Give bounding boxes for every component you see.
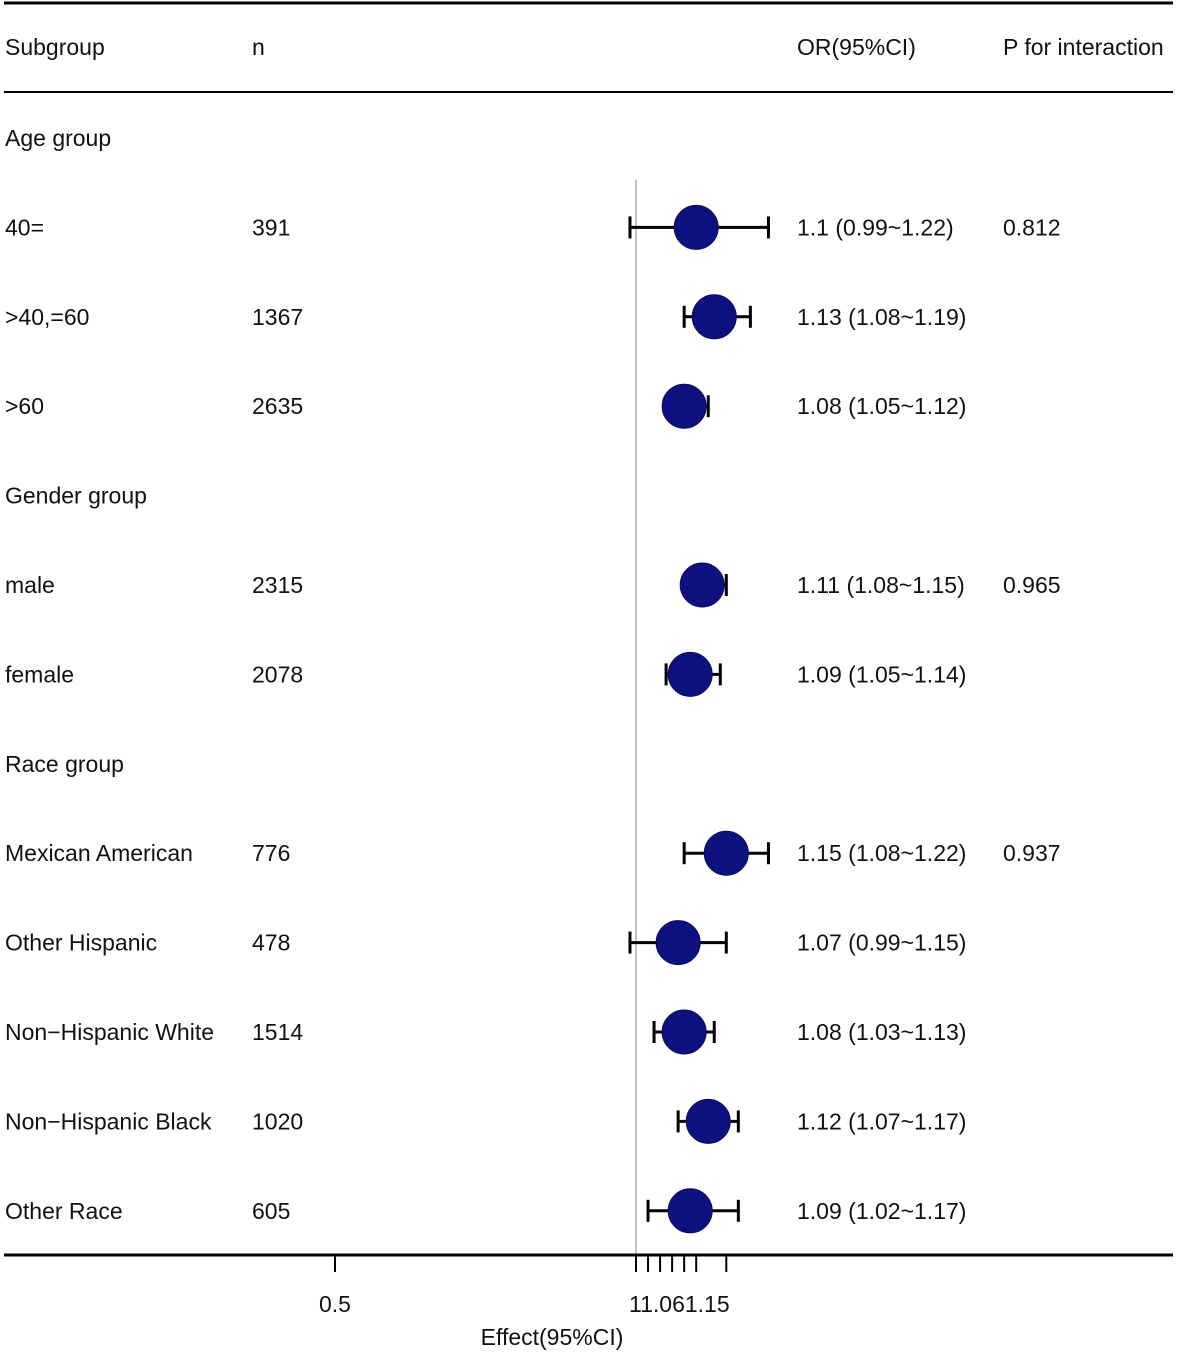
p-interaction-value: 0.937 <box>1003 840 1061 866</box>
or-ci-text: 1.13 (1.08~1.19) <box>797 304 966 330</box>
header-n: n <box>252 34 265 60</box>
or-ci-text: 1.11 (1.08~1.15) <box>797 572 965 598</box>
group-header: Gender group <box>5 483 147 509</box>
axis-tick-label: 1.15 <box>685 1291 730 1317</box>
subgroup-label: Non−Hispanic Black <box>5 1108 212 1134</box>
subgroup-label: male <box>5 572 55 598</box>
subgroup-n: 605 <box>252 1198 290 1224</box>
axis-tick-label: 0.5 <box>319 1291 351 1317</box>
or-ci-text: 1.09 (1.02~1.17) <box>797 1198 966 1224</box>
or-ci-text: 1.15 (1.08~1.22) <box>797 840 966 866</box>
or-ci-text: 1.08 (1.03~1.13) <box>797 1019 966 1045</box>
or-point <box>667 651 713 697</box>
subgroup-label: Non−Hispanic White <box>5 1019 214 1045</box>
or-point <box>679 562 725 608</box>
subgroup-n: 2315 <box>252 572 303 598</box>
p-interaction-value: 0.965 <box>1003 572 1061 598</box>
header-or-ci: OR(95%CI) <box>797 34 916 60</box>
subgroup-label: Other Race <box>5 1198 123 1224</box>
subgroup-label: >60 <box>5 393 44 419</box>
subgroup-n: 391 <box>252 214 290 240</box>
forest-rows: Age group 40= 391 1.1 (0.99~1.22) 0.812 >40,=… <box>5 125 1061 1234</box>
subgroup-n: 2078 <box>252 661 303 687</box>
subgroup-n: 1514 <box>252 1019 303 1045</box>
subgroup-n: 1020 <box>252 1108 303 1134</box>
or-ci-text: 1.09 (1.05~1.14) <box>797 661 966 687</box>
subgroup-n: 776 <box>252 840 290 866</box>
or-ci-text: 1.08 (1.05~1.12) <box>797 393 966 419</box>
or-point <box>703 830 749 876</box>
or-point <box>673 204 719 250</box>
or-ci-text: 1.1 (0.99~1.22) <box>797 214 954 240</box>
or-point <box>655 920 701 966</box>
subgroup-label: female <box>5 661 74 687</box>
subgroup-label: Mexican American <box>5 840 193 866</box>
x-axis-label: Effect(95%CI) <box>481 1324 624 1350</box>
subgroup-n: 478 <box>252 930 290 956</box>
or-ci-text: 1.07 (0.99~1.15) <box>797 930 966 956</box>
header-subgroup: Subgroup <box>5 34 105 60</box>
header-p-interaction: P for interaction <box>1003 34 1164 60</box>
axis-tick-label: 1 <box>629 1291 641 1317</box>
or-point <box>691 294 737 340</box>
subgroup-label: 40= <box>5 214 44 240</box>
group-header: Race group <box>5 751 124 777</box>
subgroup-n: 1367 <box>252 304 303 330</box>
group-header: Age group <box>5 125 111 151</box>
or-point <box>667 1188 713 1234</box>
or-point <box>661 1009 707 1055</box>
or-point <box>685 1098 731 1144</box>
p-interaction-value: 0.812 <box>1003 214 1061 240</box>
x-axis: 0.5 11.061.15 <box>319 1255 730 1317</box>
subgroup-label: >40,=60 <box>5 304 89 330</box>
subgroup-n: 2635 <box>252 393 303 419</box>
axis-tick-label: 1.06 <box>640 1291 685 1317</box>
axis-tick-label-group: 11.061.15 <box>629 1291 730 1317</box>
subgroup-label: Other Hispanic <box>5 930 157 956</box>
or-point <box>661 383 707 429</box>
or-ci-text: 1.12 (1.07~1.17) <box>797 1108 966 1134</box>
